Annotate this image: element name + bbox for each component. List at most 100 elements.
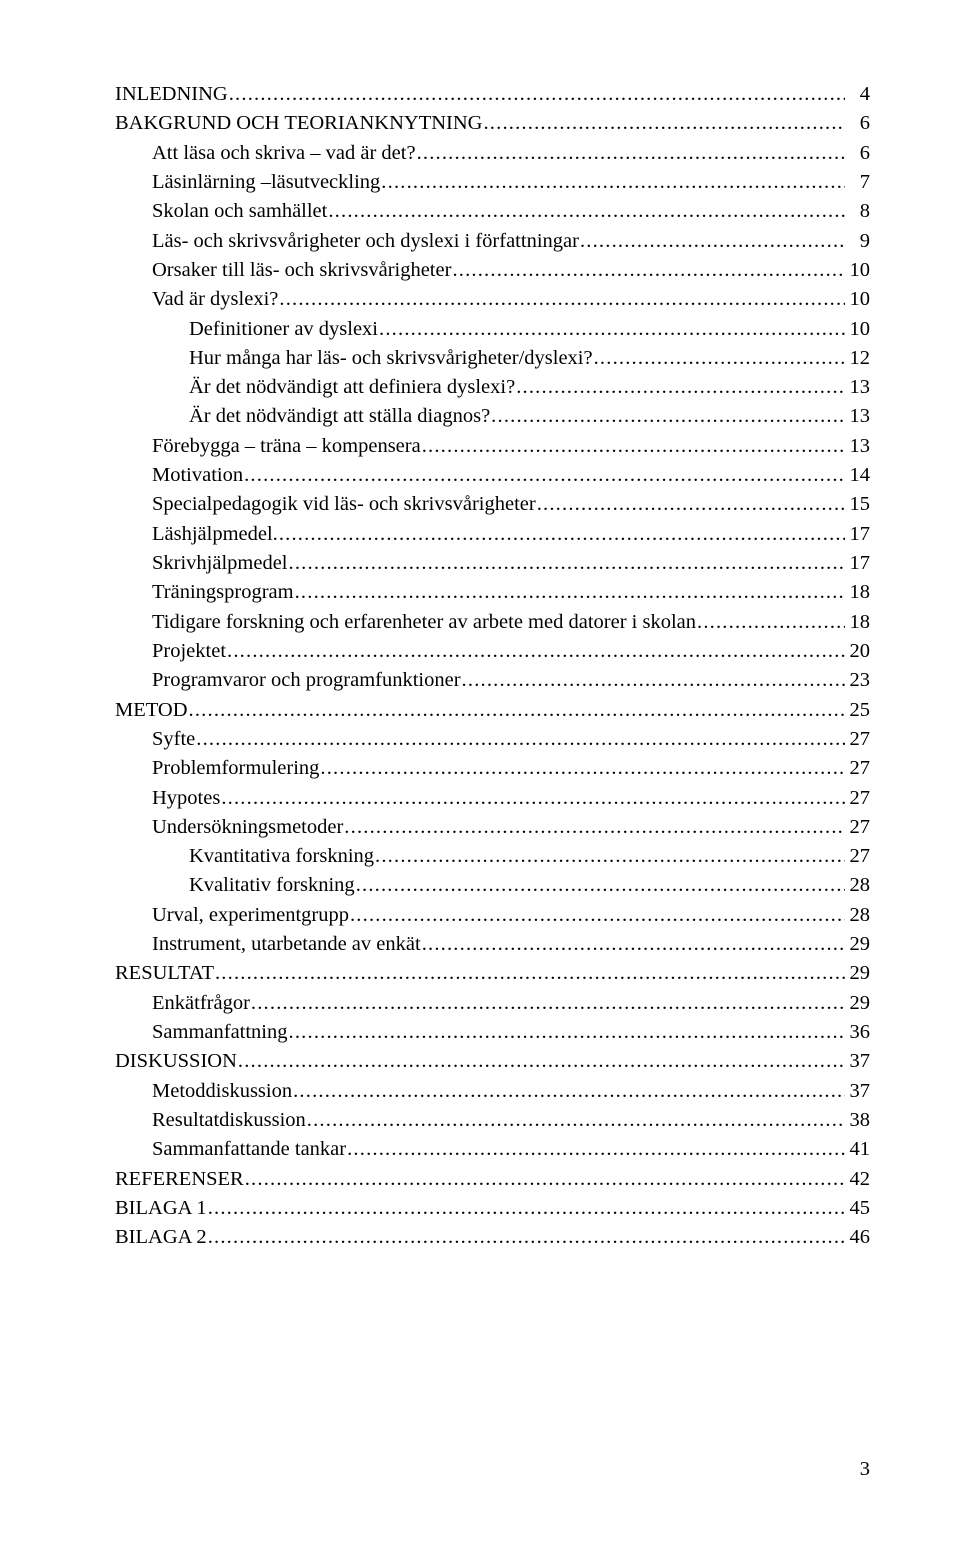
toc-entry-page: 42 bbox=[846, 1165, 870, 1194]
toc-entry-page: 25 bbox=[846, 696, 870, 725]
toc-entry-page: 17 bbox=[846, 520, 870, 549]
toc-entry-title: BILAGA 1 bbox=[115, 1194, 207, 1223]
toc-leader-dots bbox=[215, 959, 845, 988]
toc-entry-title: METOD bbox=[115, 696, 188, 725]
toc-entry-page: 36 bbox=[846, 1018, 870, 1047]
toc-entry-page: 29 bbox=[846, 959, 870, 988]
page-container: INLEDNING 4BAKGRUND OCH TEORIANKNYTNING … bbox=[0, 0, 960, 1543]
toc-entry-title: Motivation bbox=[152, 461, 243, 490]
toc-leader-dots bbox=[483, 109, 845, 138]
toc-entry: BAKGRUND OCH TEORIANKNYTNING 6 bbox=[115, 109, 870, 138]
toc-entry-page: 38 bbox=[846, 1106, 870, 1135]
toc-entry-title: Programvaror och programfunktioner bbox=[152, 666, 461, 695]
toc-entry-title: Metoddiskussion bbox=[152, 1077, 292, 1106]
toc-leader-dots bbox=[289, 1018, 845, 1047]
toc-leader-dots bbox=[307, 1106, 845, 1135]
toc-entry-title: Undersökningsmetoder bbox=[152, 813, 343, 842]
toc-entry-title: Att läsa och skriva – vad är det? bbox=[152, 139, 416, 168]
toc-entry: Att läsa och skriva – vad är det? 6 bbox=[152, 139, 870, 168]
toc-entry: Definitioner av dyslexi 10 bbox=[189, 315, 870, 344]
toc-leader-dots bbox=[516, 373, 845, 402]
toc-entry-title: BAKGRUND OCH TEORIANKNYTNING bbox=[115, 109, 482, 138]
toc-leader-dots bbox=[251, 989, 845, 1018]
toc-entry-page: 29 bbox=[846, 930, 870, 959]
toc-leader-dots bbox=[208, 1223, 845, 1252]
toc-entry: METOD 25 bbox=[115, 696, 870, 725]
toc-entry-title: Sammanfattning bbox=[152, 1018, 288, 1047]
toc-entry-page: 14 bbox=[846, 461, 870, 490]
toc-entry: Förebygga – träna – kompensera 13 bbox=[152, 432, 870, 461]
toc-entry: Skolan och samhället 8 bbox=[152, 197, 870, 226]
toc-leader-dots bbox=[344, 813, 845, 842]
toc-entry-page: 46 bbox=[846, 1223, 870, 1252]
toc-entry-title: Hur många har läs- och skrivsvårigheter/… bbox=[189, 344, 593, 373]
toc-entry: Hypotes 27 bbox=[152, 784, 870, 813]
toc-leader-dots bbox=[422, 930, 845, 959]
toc-entry: REFERENSER 42 bbox=[115, 1165, 870, 1194]
toc-leader-dots bbox=[245, 1165, 845, 1194]
toc-leader-dots bbox=[580, 227, 845, 256]
toc-entry: BILAGA 1 45 bbox=[115, 1194, 870, 1223]
toc-entry-title: Läs- och skrivsvårigheter och dyslexi i … bbox=[152, 227, 579, 256]
toc-leader-dots bbox=[293, 1077, 845, 1106]
toc-leader-dots bbox=[697, 608, 845, 637]
toc-entry-title: Projektet bbox=[152, 637, 226, 666]
toc-leader-dots bbox=[279, 520, 845, 549]
toc-entry-page: 13 bbox=[846, 432, 870, 461]
toc-leader-dots bbox=[208, 1194, 845, 1223]
toc-entry-title: Definitioner av dyslexi bbox=[189, 315, 378, 344]
toc-leader-dots bbox=[356, 871, 845, 900]
toc-entry: Läs- och skrivsvårigheter och dyslexi i … bbox=[152, 227, 870, 256]
toc-entry-title: Vad är dyslexi? bbox=[152, 285, 278, 314]
toc-leader-dots bbox=[320, 754, 845, 783]
toc-leader-dots bbox=[594, 344, 845, 373]
toc-leader-dots bbox=[328, 197, 845, 226]
toc-entry-page: 28 bbox=[846, 901, 870, 930]
toc-entry-page: 37 bbox=[846, 1047, 870, 1076]
toc-entry-title: Resultatdiskussion bbox=[152, 1106, 306, 1135]
toc-entry-title: Orsaker till läs- och skrivsvårigheter bbox=[152, 256, 451, 285]
toc-entry-page: 23 bbox=[846, 666, 870, 695]
toc-entry: Orsaker till läs- och skrivsvårigheter 1… bbox=[152, 256, 870, 285]
toc-entry: Sammanfattande tankar 41 bbox=[152, 1135, 870, 1164]
toc-leader-dots bbox=[379, 315, 845, 344]
toc-entry-page: 37 bbox=[846, 1077, 870, 1106]
toc-entry: Läshjälpmedel. 17 bbox=[152, 520, 870, 549]
toc-entry: Metoddiskussion 37 bbox=[152, 1077, 870, 1106]
toc-entry-page: 28 bbox=[846, 871, 870, 900]
toc-leader-dots bbox=[537, 490, 845, 519]
toc-entry-page: 18 bbox=[846, 578, 870, 607]
toc-entry: Läsinlärning –läsutveckling 7 bbox=[152, 168, 870, 197]
toc-entry-page: 10 bbox=[846, 315, 870, 344]
toc-entry-title: Läsinlärning –läsutveckling bbox=[152, 168, 380, 197]
toc-entry: Specialpedagogik vid läs- och skrivsvåri… bbox=[152, 490, 870, 519]
toc-entry: Skrivhjälpmedel 17 bbox=[152, 549, 870, 578]
toc-entry-page: 9 bbox=[846, 227, 870, 256]
toc-entry-page: 8 bbox=[846, 197, 870, 226]
toc-leader-dots bbox=[350, 901, 845, 930]
toc-leader-dots bbox=[227, 637, 845, 666]
toc-entry-title: Sammanfattande tankar bbox=[152, 1135, 346, 1164]
toc-entry-title: Förebygga – träna – kompensera bbox=[152, 432, 421, 461]
toc-entry: Sammanfattning 36 bbox=[152, 1018, 870, 1047]
toc-entry-title: Enkätfrågor bbox=[152, 989, 250, 1018]
toc-entry-title: RESULTAT bbox=[115, 959, 214, 988]
toc-entry-page: 29 bbox=[846, 989, 870, 1018]
toc-entry: Projektet 20 bbox=[152, 637, 870, 666]
table-of-contents: INLEDNING 4BAKGRUND OCH TEORIANKNYTNING … bbox=[115, 80, 870, 1253]
toc-entry: Resultatdiskussion 38 bbox=[152, 1106, 870, 1135]
toc-entry: Problemformulering 27 bbox=[152, 754, 870, 783]
toc-entry-title: INLEDNING bbox=[115, 80, 228, 109]
toc-entry-title: Kvalitativ forskning bbox=[189, 871, 355, 900]
toc-leader-dots bbox=[196, 725, 845, 754]
toc-leader-dots bbox=[491, 402, 845, 431]
toc-entry-page: 10 bbox=[846, 256, 870, 285]
toc-entry-title: BILAGA 2 bbox=[115, 1223, 207, 1252]
toc-entry-title: Instrument, utarbetande av enkät bbox=[152, 930, 421, 959]
toc-entry: Urval, experimentgrupp 28 bbox=[152, 901, 870, 930]
toc-entry: Kvantitativa forskning 27 bbox=[189, 842, 870, 871]
toc-entry-title: Skolan och samhället bbox=[152, 197, 327, 226]
toc-entry: Är det nödvändigt att ställa diagnos? 13 bbox=[189, 402, 870, 431]
toc-entry-page: 10 bbox=[846, 285, 870, 314]
toc-leader-dots bbox=[279, 285, 845, 314]
